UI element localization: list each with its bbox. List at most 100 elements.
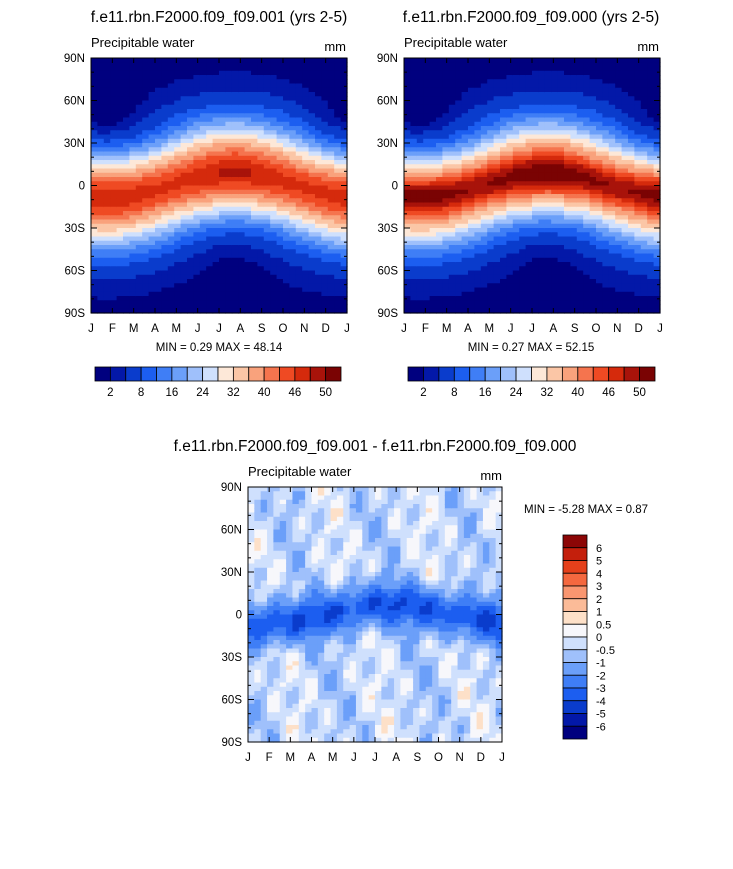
- field-cell: [251, 143, 258, 148]
- field-cell: [640, 279, 648, 284]
- field-cell: [295, 308, 303, 314]
- x-tick-label: J: [401, 323, 407, 335]
- field-cell: [493, 266, 501, 272]
- field-cell: [461, 219, 469, 225]
- field-cell: [263, 138, 271, 144]
- field-cell: [564, 283, 571, 289]
- field-cell: [238, 211, 246, 216]
- field-cell: [570, 219, 578, 225]
- field-cell: [321, 308, 329, 314]
- field-cell: [512, 304, 520, 310]
- field-cell: [551, 249, 559, 255]
- field-cell: [615, 109, 623, 114]
- field-cell: [423, 283, 431, 289]
- field-cell: [647, 134, 655, 140]
- field-cell: [327, 164, 335, 170]
- field-cell: [423, 58, 431, 63]
- field-cell: [500, 300, 507, 306]
- field-cell: [142, 300, 150, 306]
- field-cell: [576, 211, 584, 216]
- field-cell: [576, 236, 584, 242]
- field-cell: [116, 126, 124, 131]
- field-cell: [302, 223, 310, 229]
- field-cell: [551, 58, 559, 63]
- field-cell: [238, 198, 246, 204]
- field-cell: [123, 130, 130, 136]
- field-cell: [321, 151, 329, 157]
- field-cell: [551, 206, 559, 212]
- field-cell: [161, 185, 169, 191]
- field-cell: [640, 262, 648, 267]
- field-cell: [308, 92, 316, 97]
- field-cell: [557, 92, 565, 97]
- x-tick-label: J: [88, 323, 94, 335]
- field-cell: [525, 181, 533, 187]
- field-cell: [289, 232, 297, 238]
- field-cell: [103, 228, 111, 233]
- field-cell: [589, 308, 597, 314]
- field-cell: [519, 168, 527, 174]
- field-cell: [110, 219, 118, 225]
- field-cell: [634, 240, 642, 246]
- field-cell: [455, 262, 463, 267]
- field-cell: [538, 211, 546, 216]
- field-cell: [608, 143, 616, 148]
- field-cell: [340, 151, 348, 157]
- field-cell: [589, 287, 597, 293]
- field-cell: [174, 236, 182, 242]
- field-cell: [219, 185, 226, 191]
- field-cell: [404, 117, 411, 123]
- field-cell: [583, 155, 591, 161]
- field-cell: [315, 245, 322, 250]
- field-cell: [589, 147, 597, 153]
- field-cell: [602, 147, 610, 153]
- field-cell: [404, 211, 411, 216]
- field-cell: [161, 189, 169, 195]
- field-cell: [519, 274, 527, 280]
- field-cell: [544, 211, 552, 216]
- field-cell: [570, 138, 578, 144]
- field-cell: [123, 126, 130, 131]
- field-cell: [91, 87, 98, 93]
- field-cell: [225, 266, 233, 272]
- field-cell: [180, 151, 188, 157]
- field-cell: [570, 266, 578, 272]
- field-cell: [608, 164, 616, 170]
- field-cell: [455, 130, 463, 136]
- field-cell: [538, 92, 546, 97]
- field-cell: [206, 87, 214, 93]
- field-cell: [187, 262, 194, 267]
- field-cell: [474, 172, 482, 178]
- field-cell: [423, 274, 431, 280]
- field-cell: [244, 283, 252, 289]
- field-cell: [461, 223, 469, 229]
- field-cell: [423, 83, 431, 89]
- field-cell: [167, 194, 175, 199]
- field-cell: [532, 66, 539, 72]
- field-cell: [180, 126, 188, 131]
- field-cell: [512, 194, 520, 199]
- field-cell: [302, 138, 310, 144]
- field-cell: [538, 279, 546, 284]
- field-cell: [91, 257, 98, 263]
- field-cell: [295, 232, 303, 238]
- field-cell: [480, 143, 488, 148]
- field-cell: [500, 257, 507, 263]
- field-cell: [468, 223, 475, 229]
- field-cell: [474, 304, 482, 310]
- field-cell: [551, 70, 559, 76]
- field-cell: [193, 266, 201, 272]
- field-cell: [174, 296, 182, 301]
- field-cell: [212, 160, 220, 165]
- field-cell: [225, 304, 233, 310]
- field-cell: [231, 270, 239, 276]
- colorbar-label: 24: [196, 387, 209, 399]
- field-cell: [148, 202, 156, 208]
- field-cell: [583, 143, 591, 148]
- field-cell: [187, 300, 194, 306]
- field-cell: [653, 232, 661, 238]
- field-cell: [602, 172, 610, 178]
- field-cell: [219, 211, 226, 216]
- field-cell: [142, 87, 150, 93]
- field-cell: [589, 211, 597, 216]
